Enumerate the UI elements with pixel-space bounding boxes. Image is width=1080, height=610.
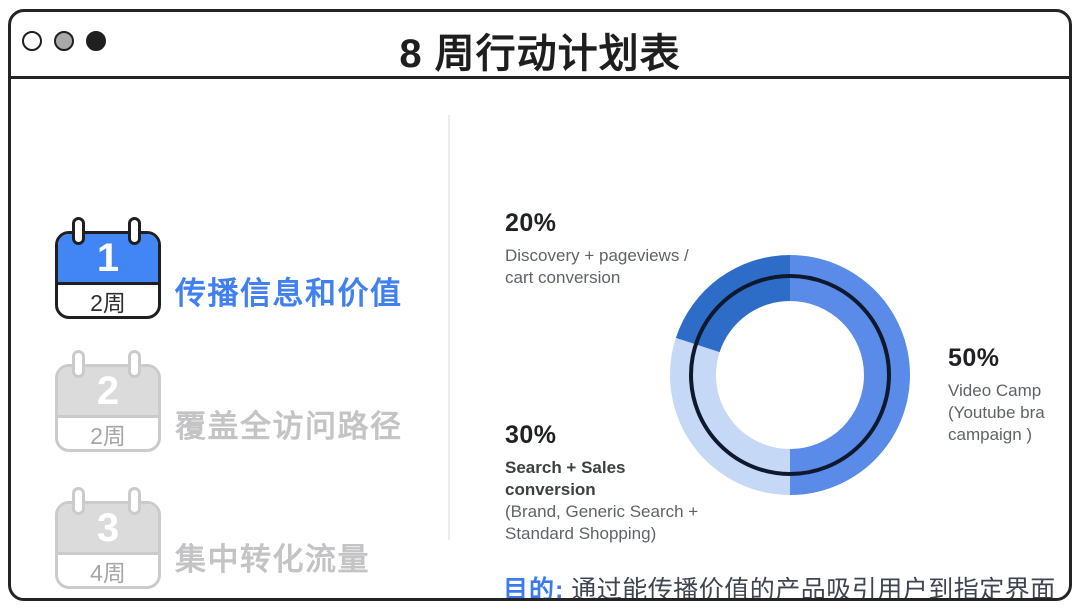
desc-line: Discovery + pageviews / xyxy=(505,246,689,265)
slice-desc: (Brand, Generic Search + Standard Shoppin… xyxy=(505,501,698,545)
slice-desc-strong: Search + Sales conversion xyxy=(505,457,698,501)
content: 1 2周 传播信息和价值 2 2周 覆盖全访问路径 3 xyxy=(11,79,1069,601)
phase-label-3: 集中转化流量 xyxy=(175,542,370,577)
desc-line: Search + Sales xyxy=(505,458,626,477)
calendar-body: 2 2周 xyxy=(55,364,161,452)
desc-line: conversion xyxy=(505,480,596,499)
window-control-dot-3-icon[interactable] xyxy=(86,31,106,51)
calendar-icon-week1: 1 2周 xyxy=(55,217,161,319)
page-title: 8 周行动计划表 xyxy=(399,32,681,76)
desc-line: Standard Shopping) xyxy=(505,524,657,543)
phase-duration: 2周 xyxy=(90,289,126,316)
calendar-icon-week3: 3 4周 xyxy=(55,487,161,589)
slice-desc: Video Camp (Youtube bra campaign ) xyxy=(948,380,1045,446)
window-titlebar: 8 周行动计划表 xyxy=(11,12,1069,79)
calendar-body: 3 4周 xyxy=(55,501,161,589)
slice-pct: 30% xyxy=(505,421,557,449)
calendar-icon-week2: 2 2周 xyxy=(55,350,161,452)
calendar-body: 1 2周 xyxy=(55,231,161,319)
donut-chart xyxy=(670,255,910,495)
purpose-prefix: 目的: xyxy=(503,576,565,601)
window-frame: 8 周行动计划表 1 2周 传播信息和价值 2 2周 xyxy=(8,9,1072,601)
window-controls xyxy=(22,31,106,51)
purpose-line: 目的: 通过能传播价值的产品吸引用户到指定界面 xyxy=(503,570,1056,601)
slice-pct: 50% xyxy=(948,344,1000,372)
calendar-ring-icon xyxy=(72,350,85,378)
slice-label-20: 20% Discovery + pageviews / cart conversi… xyxy=(505,209,689,289)
donut-slice-30 xyxy=(670,337,790,495)
slice-label-50: 50% Video Camp (Youtube bra campaign ) xyxy=(948,344,1045,446)
slice-desc: Discovery + pageviews / cart conversion xyxy=(505,245,689,289)
donut-inner-ring xyxy=(689,274,891,476)
window-control-dot-1-icon[interactable] xyxy=(22,31,42,51)
slice-label-30: 30% Search + Sales conversion (Brand, Gen… xyxy=(505,421,698,545)
phase-number: 2 xyxy=(58,367,158,418)
calendar-ring-icon xyxy=(72,487,85,515)
desc-line: Video Camp xyxy=(948,381,1042,400)
vertical-divider xyxy=(448,115,450,540)
desc-line: cart conversion xyxy=(505,268,621,287)
phase-duration: 4周 xyxy=(90,559,126,586)
window-control-dot-2-icon[interactable] xyxy=(54,31,74,51)
donut-slice-20 xyxy=(675,255,790,353)
phase-label-2: 覆盖全访问路径 xyxy=(175,409,403,444)
desc-line: (Brand, Generic Search + xyxy=(505,502,699,521)
calendar-ring-icon xyxy=(72,217,85,245)
desc-line: (Youtube bra xyxy=(948,403,1045,422)
purpose-text: 通过能传播价值的产品吸引用户到指定界面 xyxy=(571,576,1056,601)
calendar-ring-icon xyxy=(128,487,141,515)
phase-number: 3 xyxy=(58,504,158,555)
phase-label-1: 传播信息和价值 xyxy=(175,276,403,311)
slice-pct: 20% xyxy=(505,209,557,237)
donut-slice-50 xyxy=(790,255,910,495)
phase-duration: 2周 xyxy=(90,422,126,449)
desc-line: campaign ) xyxy=(948,425,1033,444)
phase-number: 1 xyxy=(58,234,158,285)
calendar-ring-icon xyxy=(128,217,141,245)
calendar-ring-icon xyxy=(128,350,141,378)
